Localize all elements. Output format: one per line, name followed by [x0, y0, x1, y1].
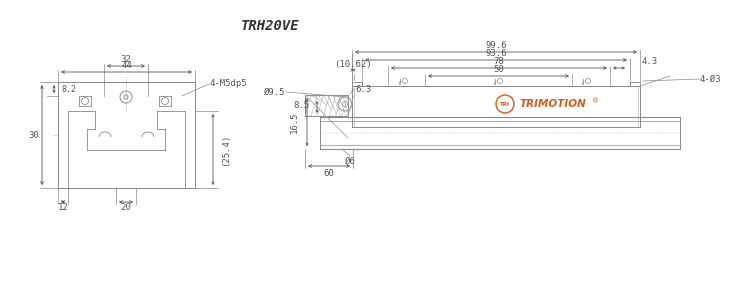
Text: 12: 12 — [58, 203, 68, 212]
Text: 44: 44 — [122, 61, 132, 71]
Text: (10.62): (10.62) — [334, 60, 372, 68]
Text: 4-M5dp5: 4-M5dp5 — [210, 80, 248, 88]
Text: 20: 20 — [121, 203, 131, 212]
Text: 78: 78 — [494, 57, 504, 67]
Text: ®: ® — [592, 98, 599, 104]
Text: 32: 32 — [121, 56, 131, 64]
Text: Ø9.5: Ø9.5 — [263, 88, 285, 96]
Text: TRIMOTION: TRIMOTION — [520, 99, 586, 109]
Text: 8.5: 8.5 — [292, 101, 309, 110]
Text: 8.2: 8.2 — [62, 85, 77, 94]
Text: Ø6: Ø6 — [344, 157, 355, 165]
Text: 4-Ø3: 4-Ø3 — [700, 74, 721, 84]
Text: (25.4): (25.4) — [221, 133, 230, 166]
Text: 93.6: 93.6 — [485, 50, 507, 58]
Text: 16.5: 16.5 — [290, 111, 299, 133]
Text: 30: 30 — [28, 130, 39, 140]
Text: 4.3: 4.3 — [642, 57, 658, 67]
Text: TRI: TRI — [500, 102, 510, 106]
Text: TRH20VE: TRH20VE — [241, 19, 299, 33]
Text: 60: 60 — [324, 168, 334, 178]
Text: 99.6: 99.6 — [485, 42, 507, 50]
Text: 6.3: 6.3 — [355, 85, 371, 94]
Text: 50: 50 — [494, 65, 504, 74]
